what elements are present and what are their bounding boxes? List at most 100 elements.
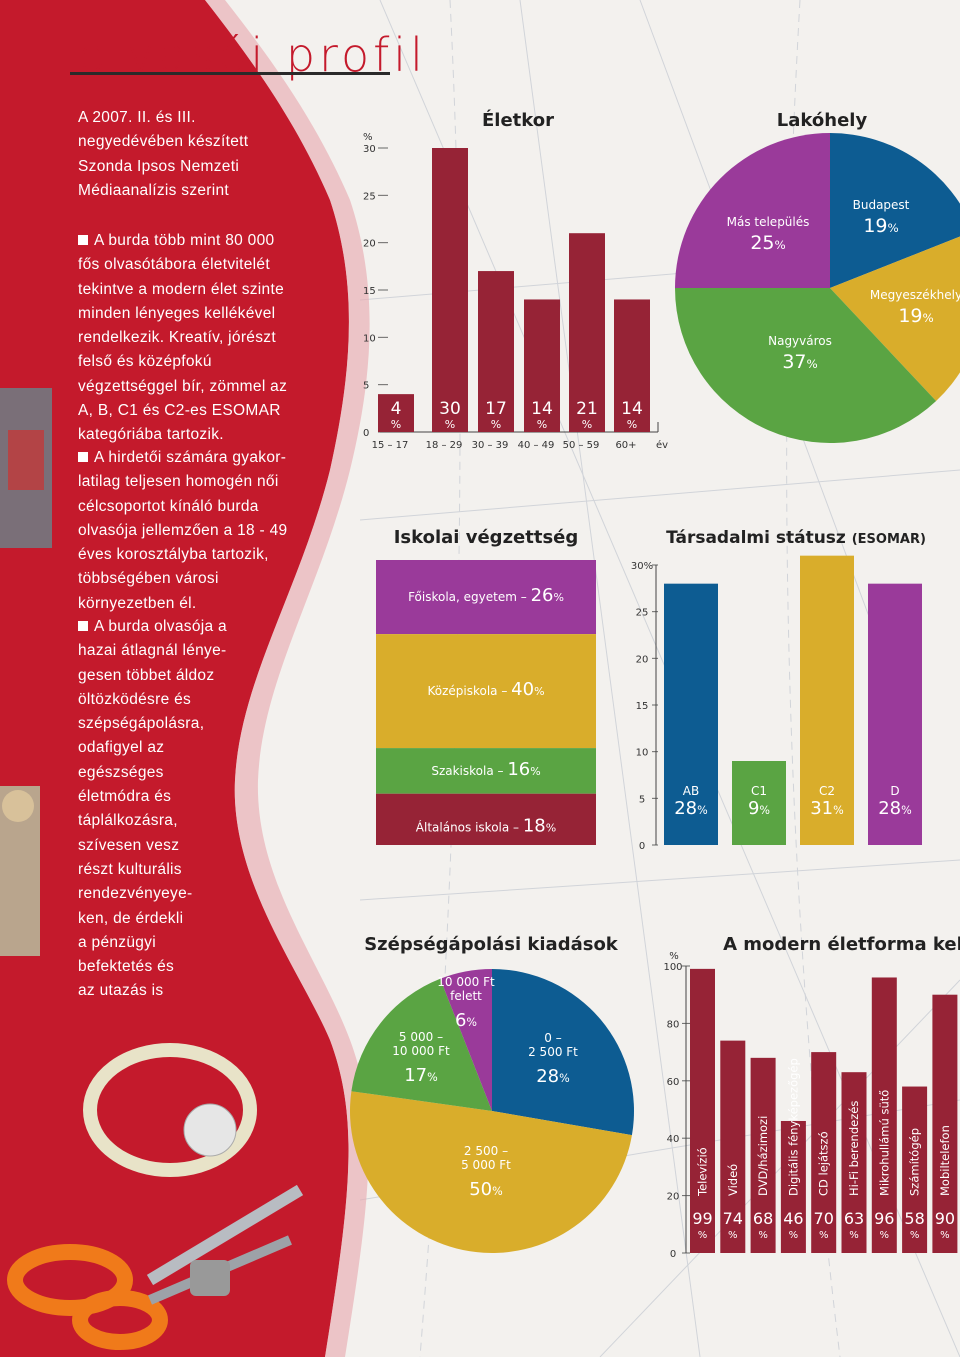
bar-unit-label: % [537,418,547,431]
chart-title-modern: A modern életforma kell [723,934,960,955]
value-unit: % [807,357,818,371]
bar-modern [932,994,958,1253]
paragraph-line: ken, de érdekli [78,907,227,931]
bar-value-label: 4 [391,399,402,419]
paragraph-line: gesen többet áldoz [78,664,227,688]
bar-esomar [732,761,786,845]
x-tick-label: 15 – 17 [372,440,409,451]
paragraph-line-text: az utazás is [78,982,164,1000]
paragraph-line-text: olvasója jellemzően a 18 - 49 [78,521,288,539]
bar-eletkor [478,271,514,432]
slice-value: 17% [404,1065,438,1086]
bar-value-label: 68 [753,1209,773,1228]
intro-text: A 2007. II. és III. negyedévében készítet… [78,106,318,203]
paragraph-line-text: részt kulturális [78,860,182,878]
value-unit: % [901,804,912,817]
paragraph-line-text: ken, de érdekli [78,909,184,927]
paragraph-line: hazai átlagnál lénye- [78,639,227,663]
bar-category-label: Hi-Fi berendezés [847,1101,861,1196]
value-number: 19 [863,215,887,237]
segment-value: 40 [511,679,534,700]
bar-unit-label: % [582,418,592,431]
paragraph-line-text: végzettséggel bír, zömmel az [78,377,288,395]
bar-unit-label: % [627,418,637,431]
chalk-image [190,1260,230,1296]
segment-unit: % [553,591,563,604]
bar-eletkor [378,394,414,432]
paragraph-line: minden lényeges kellékével [78,302,287,326]
paragraph-line: az utazás is [78,979,227,1003]
bar-unit-label: % [880,1230,890,1241]
paragraph-line-text: hazai átlagnál lénye- [78,642,227,660]
slice-value: 50% [469,1179,503,1200]
paragraph-line-text: szépségápolásra, [78,715,205,733]
paragraph-line-text: táplálkozásra, [78,812,178,830]
paragraph-line-text: tekintve a modern élet szinte [78,280,284,298]
slice-label: 10 000 Ft [437,975,495,989]
bar-value-label: 28% [674,798,708,819]
bar-modern [750,1057,776,1253]
bar-value-label: 28% [878,798,912,819]
segment-label-text: Általános iskola – [416,819,523,834]
value-number: 25 [750,232,774,254]
paragraph-line-text: életmódra és [78,788,172,806]
bar-unit-label: % [789,1230,799,1241]
bar-value-label: 14 [531,399,553,419]
bar-modern [690,968,715,1253]
y-axis-unit-label: % [363,132,373,143]
bar-unit-label: % [698,1230,708,1241]
y-tick-label: 25 [636,608,649,619]
paragraph-line-text: célcsoportot kínáló burda [78,497,259,515]
photo-model-dress [8,430,44,490]
pie-szepseg-slice [440,969,492,1111]
y-tick-label: 100 [663,962,682,973]
chart-title-tarsadalmi: Társadalmi státusz (ESOMAR) [666,528,926,548]
y-tick-label: 20 [363,239,376,250]
slice-label: Más település [727,215,810,229]
paragraph-line-text: környezetben él. [78,594,197,612]
bar-modern [720,1040,746,1253]
paragraph-line-text: odafigyel az [78,739,165,757]
bar-category-label: Számítógép [908,1128,922,1196]
paragraph-line: rendelkezik. Kreatív, jórészt [78,326,287,350]
bar-unit-label: % [491,418,501,431]
paragraph-line-text: A, B, C1 és C2-es ESOMAR [78,402,281,420]
bar-unit-label: % [849,1230,859,1241]
bar-value-label: 90 [935,1209,955,1228]
y-tick-label: 30 [363,144,376,155]
chart-title-suffix: (ESOMAR) [852,532,926,547]
paragraph-line: életmódra és [78,785,227,809]
bar-modern [811,1052,837,1253]
pie-szepseg-slice [351,978,492,1111]
segment-unit: % [530,765,540,778]
segment-label-text: Szakiskola – [431,764,507,778]
chart-title-iskolai: Iskolai végzettség [394,527,579,548]
paragraph-line-text: felső és középfokú [78,353,212,371]
intro-line: Médiaanalízis szerint [78,181,230,199]
paragraph-line-text: rendezvényeye- [78,885,193,903]
segment-value: 18 [523,815,546,836]
chart-title-eletkor: Életkor [482,109,554,131]
title-underline [70,72,390,75]
value-number: 28 [674,798,697,819]
paragraph-line-text: minden lényeges kellékével [78,304,276,322]
y-tick-label: 20 [667,1192,680,1203]
segment-label-text: Középiskola – [427,684,511,698]
y-tick-label: 40 [667,1134,680,1145]
slice-label: 0 – [544,1031,561,1045]
segment-label: Középiskola – 40% [427,679,544,700]
paragraph-line: odafigyel az [78,736,227,760]
red-wave-panel [0,0,349,1357]
paragraph-line: szépségápolásra, [78,712,227,736]
slice-value: 19% [863,215,898,237]
paragraph-line: tekintve a modern élet szinte [78,278,287,302]
bar-unit-label: % [819,1230,829,1241]
measuring-tape-image [83,1043,257,1177]
bar-modern [871,977,897,1253]
slice-value: 37% [782,351,817,373]
bar-unit-label: % [758,1230,768,1241]
pie-szepseg-slice [349,1091,632,1254]
value-unit: % [759,804,770,817]
slice-label: Budapest [853,198,910,212]
y-tick-label: 20 [636,654,649,665]
